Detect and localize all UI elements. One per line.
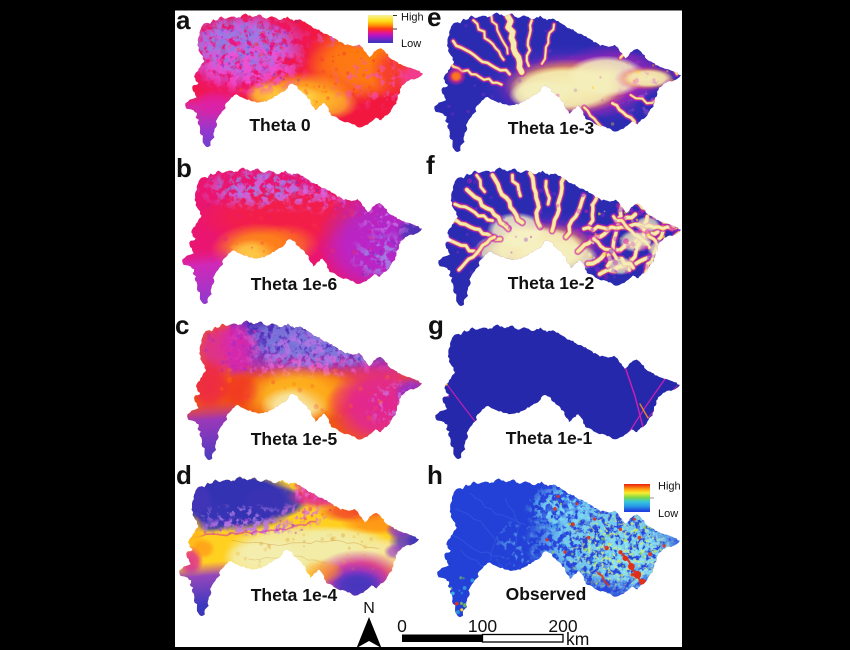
svg-text:Low: Low <box>658 508 678 520</box>
svg-text:km: km <box>566 629 589 649</box>
svg-text:a: a <box>176 5 191 35</box>
svg-text:Theta 1e-5: Theta 1e-5 <box>251 429 338 449</box>
svg-text:Theta 1e-3: Theta 1e-3 <box>508 118 595 138</box>
svg-text:c: c <box>175 310 189 340</box>
svg-text:Theta 1e-1: Theta 1e-1 <box>506 428 593 448</box>
svg-text:Theta 1e-6: Theta 1e-6 <box>251 274 338 294</box>
svg-text:h: h <box>427 460 443 490</box>
svg-text:100: 100 <box>468 616 497 636</box>
svg-text:d: d <box>176 460 192 490</box>
svg-text:High: High <box>401 12 424 24</box>
svg-text:High: High <box>658 481 681 493</box>
svg-text:f: f <box>426 150 435 180</box>
svg-text:N: N <box>363 600 375 617</box>
svg-text:Observed: Observed <box>506 584 587 604</box>
svg-text:Theta 1e-2: Theta 1e-2 <box>508 273 595 293</box>
svg-text:Theta 1e-4: Theta 1e-4 <box>251 585 338 605</box>
svg-text:g: g <box>428 310 444 340</box>
svg-text:200: 200 <box>548 616 577 636</box>
svg-text:Low: Low <box>401 38 421 50</box>
svg-text:e: e <box>427 2 441 32</box>
svg-text:b: b <box>176 153 192 183</box>
svg-text:0: 0 <box>397 616 407 636</box>
svg-text:Theta 0: Theta 0 <box>249 115 311 135</box>
